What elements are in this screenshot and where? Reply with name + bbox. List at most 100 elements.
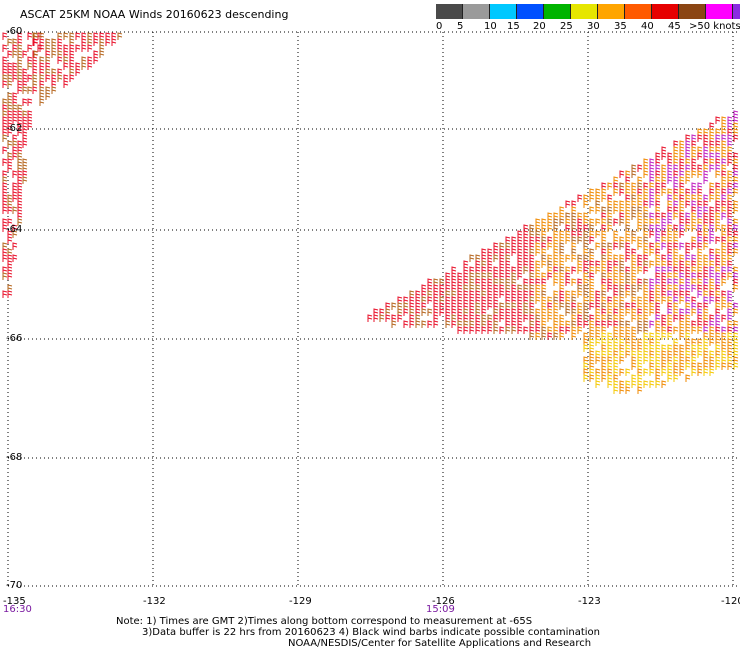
wind-barb bbox=[487, 302, 493, 310]
wind-barb bbox=[595, 260, 601, 268]
wind-barb bbox=[601, 302, 607, 310]
wind-barb bbox=[51, 68, 57, 76]
wind-barb bbox=[541, 326, 547, 334]
wind-barb bbox=[469, 272, 475, 280]
wind-barb bbox=[57, 44, 63, 52]
wind-barb bbox=[559, 278, 565, 286]
wind-barb bbox=[57, 38, 63, 46]
wind-barb bbox=[517, 320, 523, 328]
wind-barb bbox=[709, 194, 715, 202]
wind-barb bbox=[541, 242, 547, 250]
wind-barb bbox=[727, 158, 733, 166]
wind-barb bbox=[631, 302, 637, 310]
wind-barb bbox=[625, 194, 631, 202]
wind-barb bbox=[619, 326, 625, 334]
wind-barb bbox=[541, 260, 547, 268]
wind-barb bbox=[553, 320, 559, 328]
wind-barb bbox=[715, 296, 721, 304]
wind-barb bbox=[63, 80, 69, 88]
wind-barb bbox=[17, 116, 23, 124]
wind-barb bbox=[117, 32, 123, 40]
wind-barb bbox=[475, 296, 481, 304]
wind-barb bbox=[649, 248, 655, 256]
wind-barb bbox=[499, 290, 505, 298]
wind-barb bbox=[655, 212, 661, 220]
wind-barb bbox=[499, 260, 505, 268]
wind-barb bbox=[625, 326, 631, 334]
wind-barb bbox=[655, 194, 661, 202]
wind-barb bbox=[685, 170, 691, 178]
wind-barb bbox=[17, 194, 23, 202]
wind-barb bbox=[493, 254, 499, 262]
wind-barb bbox=[625, 320, 631, 328]
wind-barb bbox=[709, 350, 715, 358]
wind-barb bbox=[703, 326, 709, 334]
wind-barb bbox=[709, 224, 715, 232]
wind-barb bbox=[613, 206, 619, 214]
wind-barb bbox=[17, 62, 23, 70]
wind-barb bbox=[601, 320, 607, 328]
wind-barb bbox=[697, 164, 703, 172]
legend-label: 0 bbox=[436, 21, 443, 32]
wind-barb bbox=[589, 272, 595, 280]
legend-label: 40 bbox=[641, 21, 654, 32]
wind-barb bbox=[691, 260, 697, 268]
wind-barb bbox=[715, 206, 721, 214]
wind-barb bbox=[631, 344, 637, 352]
wind-barb bbox=[493, 266, 499, 274]
wind-barb bbox=[667, 356, 673, 364]
wind-barb bbox=[17, 152, 23, 160]
wind-barb bbox=[649, 278, 655, 286]
wind-barb bbox=[721, 356, 727, 364]
wind-barb bbox=[673, 326, 679, 334]
wind-barb bbox=[655, 236, 661, 244]
wind-barb bbox=[733, 242, 739, 250]
wind-barb bbox=[709, 140, 715, 148]
wind-barb bbox=[17, 176, 23, 184]
wind-barb bbox=[619, 278, 625, 286]
wind-barb bbox=[691, 320, 697, 328]
legend-label: 35 bbox=[614, 21, 627, 32]
wind-barb bbox=[655, 164, 661, 172]
wind-barb bbox=[2, 122, 8, 130]
wind-barb bbox=[703, 146, 709, 154]
wind-barb bbox=[475, 284, 481, 292]
wind-barb bbox=[487, 320, 493, 328]
wind-barb bbox=[691, 308, 697, 316]
wind-barb bbox=[7, 128, 13, 136]
wind-barb bbox=[445, 290, 451, 298]
wind-barb bbox=[17, 188, 23, 196]
wind-barb bbox=[685, 314, 691, 322]
wind-barb bbox=[595, 194, 601, 202]
wind-barb bbox=[655, 260, 661, 268]
wind-barb bbox=[703, 158, 709, 166]
wind-barb bbox=[673, 338, 679, 346]
wind-barb bbox=[505, 236, 511, 244]
wind-barb bbox=[481, 248, 487, 256]
wind-barb bbox=[697, 248, 703, 256]
wind-barb bbox=[619, 314, 625, 322]
wind-barb bbox=[595, 218, 601, 226]
wind-barb bbox=[2, 254, 8, 262]
wind-barb bbox=[481, 320, 487, 328]
wind-barb bbox=[535, 308, 541, 316]
wind-barb bbox=[12, 182, 18, 190]
wind-barb bbox=[709, 296, 715, 304]
wind-barb bbox=[7, 38, 13, 46]
wind-barb bbox=[685, 302, 691, 310]
wind-barb bbox=[445, 320, 451, 328]
wind-barb bbox=[679, 254, 685, 262]
wind-barb bbox=[673, 224, 679, 232]
wind-barb bbox=[571, 212, 577, 220]
wind-barb bbox=[589, 320, 595, 328]
wind-barb bbox=[727, 230, 733, 238]
wind-barb bbox=[601, 350, 607, 358]
wind-barb bbox=[583, 224, 589, 232]
wind-barb bbox=[685, 326, 691, 334]
wind-barb bbox=[727, 206, 733, 214]
wind-barb bbox=[625, 218, 631, 226]
wind-barb bbox=[709, 368, 715, 376]
wind-barb bbox=[505, 248, 511, 256]
wind-barb bbox=[553, 212, 559, 220]
wind-barb bbox=[715, 266, 721, 274]
